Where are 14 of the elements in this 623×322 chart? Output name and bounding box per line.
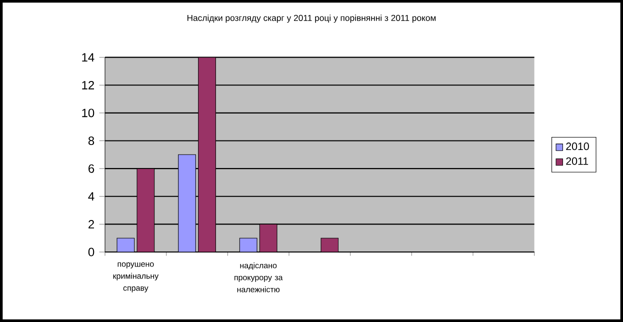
y-tick-label: 2 xyxy=(88,220,94,228)
x-tick-label: порушено кримінальну справу xyxy=(113,262,159,292)
y-tick-label: 0 xyxy=(88,248,94,256)
y-tick-label: 6 xyxy=(88,164,94,173)
y-tick-label: 10 xyxy=(82,108,94,118)
legend-label: 2011 xyxy=(566,157,588,165)
chart-title: Наслідки розгляду скарг у 2011 році у порівнянні з 2011 роком xyxy=(187,14,436,23)
y-tick-label: 4 xyxy=(88,192,94,201)
legend-label: 2010 xyxy=(566,142,589,150)
x-tick-label: надіслано прокурору за належністю xyxy=(234,262,283,292)
y-tick-label: 12 xyxy=(82,80,94,90)
bar xyxy=(178,154,196,252)
y-tick-label: 8 xyxy=(88,136,94,146)
y-tick-label: 14 xyxy=(82,53,94,62)
